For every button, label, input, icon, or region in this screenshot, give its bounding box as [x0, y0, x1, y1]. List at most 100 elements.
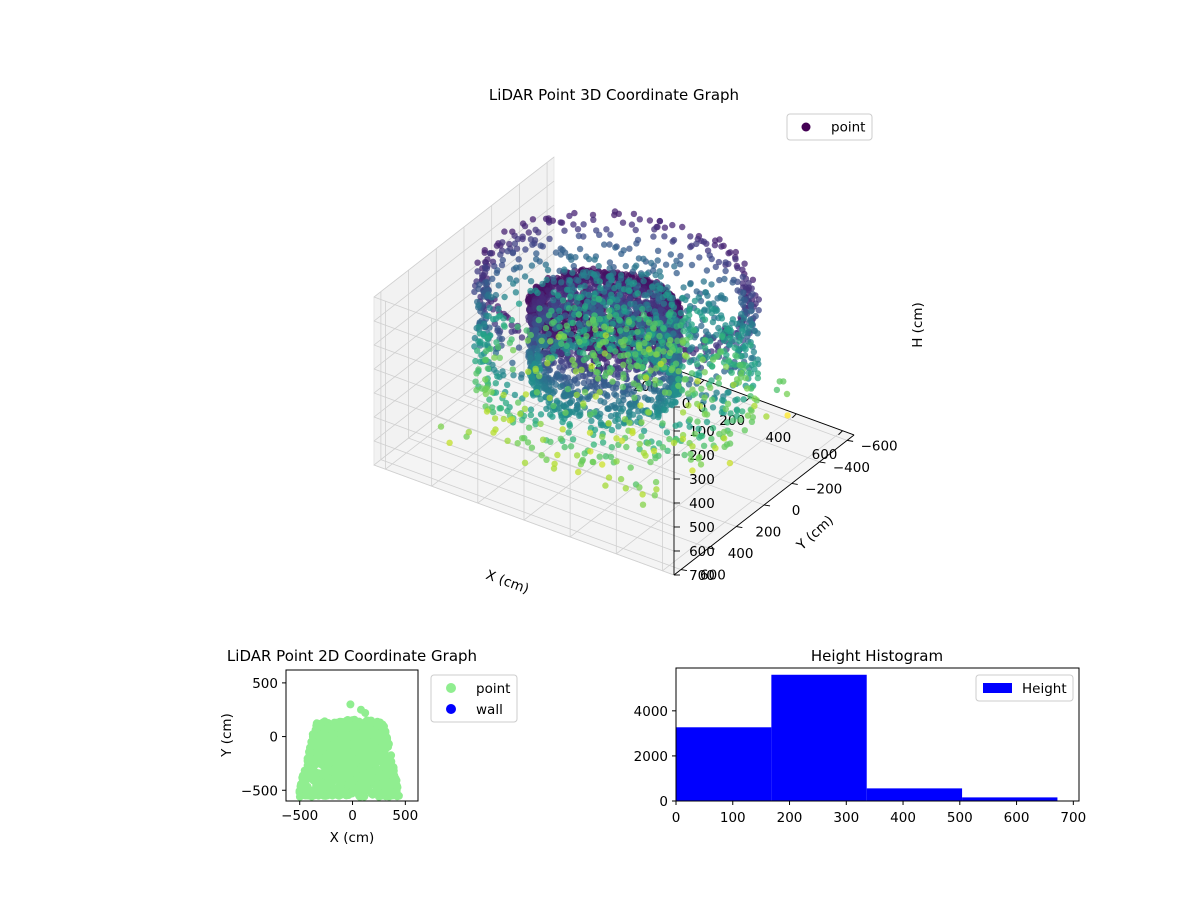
tick-label-x-2d: 500: [392, 808, 418, 824]
data-point-3d: [575, 232, 583, 240]
data-point-3d: [645, 409, 653, 416]
data-point-3d: [640, 427, 648, 435]
data-point-3d: [586, 370, 593, 377]
data-point-3d: [572, 368, 580, 375]
data-point-2d: [393, 791, 401, 800]
data-point-3d: [639, 501, 647, 508]
data-point-3d: [549, 413, 556, 420]
data-point-3d: [495, 313, 502, 320]
data-point-3d: [562, 409, 569, 416]
data-point-3d: [630, 279, 638, 286]
data-point-3d: [623, 443, 630, 451]
data-point-3d: [784, 412, 791, 419]
data-point-3d: [490, 316, 497, 323]
data-point-3d: [667, 251, 674, 258]
data-point-3d: [640, 311, 647, 319]
chart-2d-legend-label-wall: wall: [476, 702, 503, 718]
data-point-2d: [358, 763, 367, 772]
data-point-3d: [706, 252, 713, 259]
data-point-3d: [606, 313, 613, 320]
data-point-3d: [474, 259, 481, 266]
data-point-3d: [591, 426, 599, 434]
data-point-3d: [701, 337, 708, 344]
data-point-3d: [563, 322, 570, 329]
data-point-2d: [373, 717, 382, 726]
data-point-3d: [557, 219, 564, 226]
tick-y: [819, 461, 826, 464]
data-point-3d: [614, 304, 621, 311]
data-point-3d: [747, 342, 754, 349]
data-point-3d: [602, 482, 609, 489]
data-point-3d: [725, 357, 732, 364]
data-point-3d: [644, 440, 652, 447]
data-point-3d: [546, 235, 553, 242]
data-point-3d: [648, 283, 656, 290]
data-point-3d: [618, 437, 626, 444]
data-point-2d: [303, 761, 312, 770]
data-point-3d: [556, 323, 563, 330]
data-point-3d: [515, 300, 523, 307]
grid-line-y: [491, 373, 792, 484]
data-point-2d: [365, 759, 374, 767]
data-point-3d: [499, 368, 506, 375]
data-point-3d: [780, 378, 787, 385]
data-point-3d: [675, 382, 682, 389]
data-point-3d: [539, 436, 547, 443]
data-point-3d: [751, 327, 759, 334]
data-point-2d: [341, 718, 350, 727]
data-point-3d: [566, 293, 574, 300]
data-point-2d: [313, 745, 322, 754]
data-point-3d: [715, 374, 722, 382]
data-point-3d: [656, 217, 663, 225]
data-point-3d: [576, 396, 583, 403]
data-point-2d: [368, 790, 377, 799]
data-point-3d: [597, 309, 604, 316]
data-point-3d: [652, 478, 660, 486]
tick-y: [736, 526, 743, 528]
data-point-3d: [519, 435, 526, 442]
data-point-2d: [373, 751, 382, 760]
data-point-3d: [632, 351, 639, 358]
data-point-3d: [483, 408, 491, 415]
data-point-3d: [669, 221, 676, 229]
data-point-3d: [561, 266, 568, 273]
data-point-3d: [533, 256, 540, 263]
data-point-3d: [502, 399, 510, 407]
data-point-3d: [561, 227, 568, 234]
data-point-3d: [580, 269, 587, 276]
data-point-3d: [595, 262, 602, 270]
data-point-3d: [636, 446, 643, 453]
data-point-3d: [708, 305, 715, 312]
data-point-3d: [543, 276, 550, 283]
data-point-3d: [481, 356, 489, 363]
data-point-2d: [387, 751, 396, 760]
data-point-3d: [544, 266, 552, 274]
data-point-3d: [721, 428, 728, 435]
data-point-3d: [607, 326, 615, 333]
data-point-3d: [755, 296, 762, 303]
data-point-3d: [741, 342, 749, 349]
data-point-3d: [605, 420, 612, 427]
data-point-3d: [703, 418, 711, 426]
data-point-3d: [677, 322, 684, 329]
data-point-3d: [668, 301, 675, 308]
data-point-3d: [696, 403, 704, 410]
data-point-3d: [640, 449, 648, 457]
tick-label-x-2d: 0: [348, 808, 357, 824]
data-point-3d: [730, 276, 737, 284]
data-point-3d: [486, 396, 493, 403]
data-point-3d: [545, 219, 553, 226]
data-point-3d: [667, 337, 674, 344]
data-point-3d: [613, 458, 620, 465]
data-point-3d: [608, 426, 616, 434]
data-point-3d: [704, 331, 712, 338]
chart-hist-title: Height Histogram: [811, 647, 943, 665]
data-point-3d: [697, 432, 704, 440]
data-point-3d: [546, 394, 553, 402]
data-point-3d: [620, 304, 628, 311]
data-point-3d: [583, 332, 590, 340]
tick-label-x-hist: 500: [947, 810, 973, 826]
tick-label-z: 500: [689, 520, 715, 536]
data-point-3d: [611, 401, 618, 409]
data-point-3d: [741, 427, 748, 434]
